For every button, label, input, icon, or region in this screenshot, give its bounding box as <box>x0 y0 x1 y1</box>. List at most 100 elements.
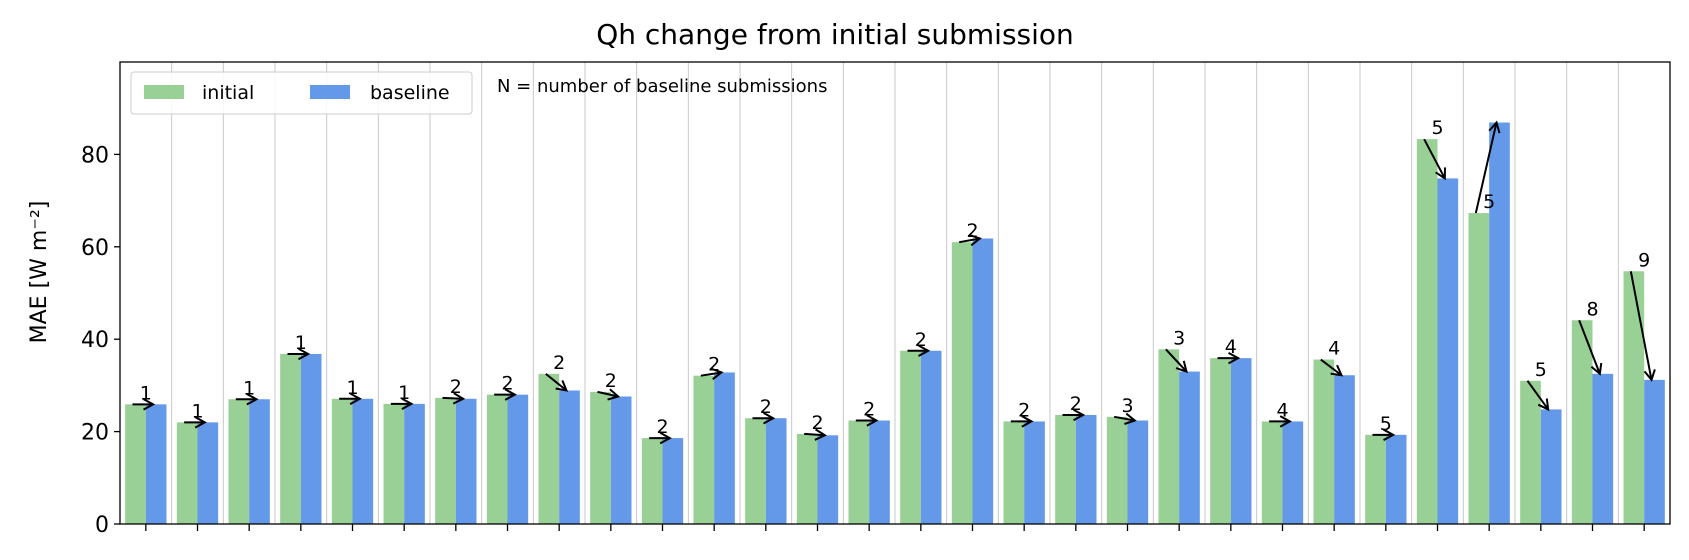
change-arrow-shaft <box>1113 415 1136 422</box>
bar-initial <box>280 353 301 524</box>
n-label: 2 <box>605 370 617 392</box>
bar-initial <box>1571 320 1593 524</box>
bar-baseline <box>869 420 890 524</box>
n-label: 4 <box>1225 336 1237 358</box>
bar-initial <box>383 403 405 524</box>
legend-box <box>130 71 473 115</box>
bar-baseline <box>1644 379 1665 524</box>
bar-baseline <box>352 398 374 524</box>
change-arrow-head <box>401 397 414 411</box>
n-label: 2 <box>501 373 513 395</box>
change-arrow-shaft <box>1423 138 1446 179</box>
bar-initial <box>1210 358 1231 524</box>
change-arrow-shaft <box>545 373 568 392</box>
change-arrow-head <box>1383 428 1396 441</box>
bar-initial <box>900 350 921 524</box>
bar-baseline <box>1282 421 1304 524</box>
n-label: 3 <box>1173 327 1185 349</box>
n-label: 5 <box>1535 359 1547 381</box>
change-arrow-shaft <box>1474 122 1498 214</box>
bar-initial <box>951 242 973 524</box>
bar-initial <box>1365 434 1386 524</box>
change-arrow-head <box>298 347 311 361</box>
legend-swatch-initial <box>144 85 184 99</box>
y-tick-label: 0 <box>95 513 109 538</box>
change-arrow-head <box>1124 412 1137 425</box>
n-label: 1 <box>191 400 203 422</box>
legend-label-baseline: baseline <box>370 82 450 104</box>
bar-baseline <box>1230 358 1252 524</box>
change-arrow-shaft <box>1320 358 1343 377</box>
bar-baseline <box>662 438 684 524</box>
bar-baseline <box>1385 434 1407 524</box>
n-label: 5 <box>1483 191 1495 213</box>
change-arrow-shaft <box>958 237 981 244</box>
bar-baseline <box>972 238 994 524</box>
bar-baseline <box>300 353 322 524</box>
n-label: 1 <box>295 332 307 354</box>
n-label: 2 <box>450 376 462 398</box>
bar-initial <box>435 397 456 524</box>
y-axis-label: MAE [W m⁻²] <box>27 201 52 344</box>
bar-baseline <box>1075 414 1097 524</box>
n-label: 9 <box>1638 249 1650 271</box>
n-label: 1 <box>398 382 410 404</box>
n-label: 1 <box>346 377 358 399</box>
change-arrow-shaft <box>597 390 619 398</box>
legend-label-initial: initial <box>202 82 254 104</box>
bar-initial <box>693 375 715 524</box>
bar-baseline <box>1127 420 1149 524</box>
bar-initial <box>331 398 353 524</box>
n-label: 2 <box>760 396 772 418</box>
bar-baseline <box>404 403 425 524</box>
bar-initial <box>1106 416 1128 524</box>
change-arrow-shaft <box>1578 319 1601 375</box>
n-label: 1 <box>243 377 255 399</box>
y-tick-label: 40 <box>81 328 109 353</box>
change-arrow-shaft <box>442 396 464 400</box>
change-arrow-head <box>1330 364 1344 377</box>
bar-baseline <box>1540 409 1562 524</box>
bar-baseline <box>507 394 529 524</box>
bar-initial <box>796 433 818 524</box>
n-label: 2 <box>708 354 720 376</box>
n-label: 2 <box>656 416 668 438</box>
bar-baseline <box>1437 178 1459 524</box>
bar-initial <box>1623 271 1645 524</box>
n-label: 2 <box>811 412 823 434</box>
n-label: 2 <box>1018 399 1030 421</box>
bar-initial <box>745 418 766 524</box>
change-arrow-head <box>1537 398 1550 412</box>
change-arrow-head <box>349 392 362 405</box>
bar-initial <box>1468 213 1490 524</box>
change-arrow-head <box>969 234 982 247</box>
bar-baseline <box>1592 373 1614 524</box>
bar-baseline <box>1334 375 1355 524</box>
y-tick-label: 80 <box>81 143 109 168</box>
bar-baseline <box>559 390 580 524</box>
bar-initial <box>176 422 198 524</box>
change-arrow-head <box>814 428 827 441</box>
bar-initial <box>641 438 663 524</box>
change-arrow-head <box>1228 351 1241 365</box>
n-label: 4 <box>1276 399 1288 421</box>
bar-baseline <box>249 399 270 524</box>
bars <box>125 122 1665 525</box>
change-arrow-head <box>1279 415 1292 428</box>
legend: initial baseline <box>130 71 473 115</box>
change-arrow-shaft <box>1165 348 1188 373</box>
n-label: 1 <box>140 382 152 404</box>
change-arrow-head <box>143 398 156 411</box>
n-label: 4 <box>1328 338 1340 360</box>
change-arrow-shaft <box>1629 271 1653 381</box>
bar-initial <box>1416 139 1438 525</box>
change-arrow-head <box>1643 369 1656 382</box>
bar-initial <box>1055 414 1076 524</box>
bar-initial <box>1158 349 1180 524</box>
n-label: 5 <box>1380 413 1392 435</box>
bar-baseline <box>765 418 787 524</box>
n-label: 5 <box>1431 117 1443 139</box>
n-label: 2 <box>863 399 875 421</box>
change-arrow-head <box>504 388 517 401</box>
